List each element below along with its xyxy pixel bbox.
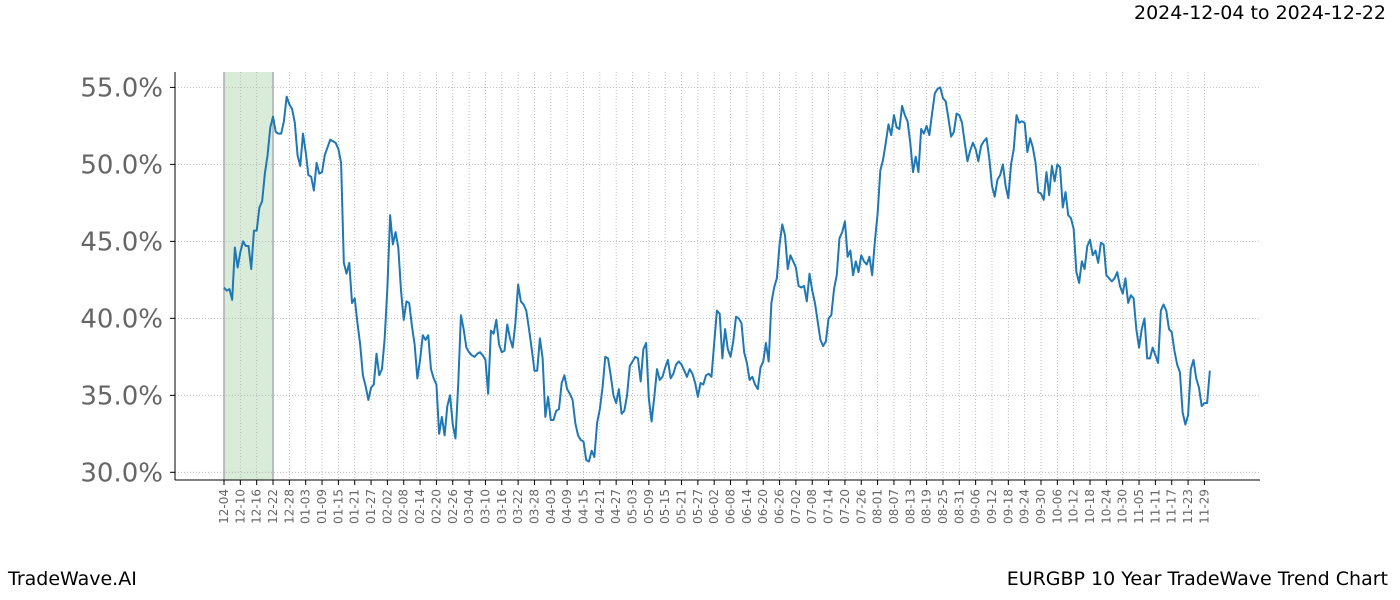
x-tick-label: 06-20 — [756, 489, 770, 524]
x-tick-label: 07-02 — [789, 489, 803, 524]
x-tick-label: 01-21 — [348, 489, 362, 524]
y-tick-label: 30.0% — [80, 458, 163, 488]
x-tick-label: 04-03 — [544, 489, 558, 524]
x-tick-label: 01-03 — [299, 489, 313, 524]
date-range: 2024-12-04 to 2024-12-22 — [1134, 2, 1386, 24]
y-tick-label: 55.0% — [80, 73, 163, 103]
x-tick-label: 10-12 — [1067, 489, 1081, 524]
x-tick-label: 06-26 — [773, 489, 787, 524]
x-tick-label: 05-27 — [691, 489, 705, 524]
x-tick-label: 02-08 — [397, 489, 411, 524]
x-tick-label: 02-02 — [380, 489, 394, 524]
chart-title: EURGBP 10 Year TradeWave Trend Chart — [1006, 568, 1388, 590]
x-tick-label: 08-01 — [871, 489, 885, 524]
x-tick-label: 12-28 — [282, 489, 296, 524]
highlight-band — [224, 72, 274, 480]
x-tick-label: 12-10 — [233, 489, 247, 524]
x-tick-label: 11-17 — [1165, 489, 1179, 524]
x-tick-label: 02-14 — [413, 489, 427, 524]
x-tick-label: 10-24 — [1099, 489, 1113, 524]
x-tick-label: 12-04 — [217, 489, 231, 524]
x-tick-label: 04-27 — [609, 489, 623, 524]
series-line — [223, 86, 1211, 463]
x-tick-label: 01-27 — [364, 489, 378, 524]
x-tick-label: 03-04 — [462, 489, 476, 524]
x-tick-label: 07-08 — [805, 489, 819, 524]
y-tick-label: 45.0% — [80, 227, 163, 257]
x-tick-label: 11-05 — [1132, 489, 1146, 524]
x-tick-label: 08-13 — [903, 489, 917, 524]
grid-layer — [175, 72, 1260, 480]
x-tick-label: 03-22 — [511, 489, 525, 524]
x-tick-label: 09-12 — [985, 489, 999, 524]
x-tick-label: 02-26 — [446, 489, 460, 524]
axes-layer — [174, 72, 1260, 481]
series-layer — [223, 86, 1211, 463]
x-tick-label: 10-06 — [1050, 489, 1064, 524]
x-tick-label: 06-02 — [707, 489, 721, 524]
x-tick-labels: 12-04 12-10 12-16 12-22 12-28 01-03 01-09 01-15… — [217, 480, 1211, 524]
x-tick-label: 11-23 — [1181, 489, 1195, 524]
x-tick-label: 04-09 — [560, 489, 574, 524]
x-tick-label: 08-25 — [936, 489, 950, 524]
x-tick-label: 04-15 — [576, 489, 590, 524]
x-tick-label: 05-15 — [658, 489, 672, 524]
x-tick-label: 07-20 — [838, 489, 852, 524]
brand-label: TradeWave.AI — [8, 568, 137, 590]
x-tick-label: 09-06 — [969, 489, 983, 524]
x-tick-label: 02-20 — [429, 489, 443, 524]
x-tick-label: 08-31 — [952, 489, 966, 524]
x-tick-label: 11-29 — [1197, 489, 1211, 524]
x-tick-label: 08-19 — [920, 489, 934, 524]
x-tick-label: 10-18 — [1083, 489, 1097, 524]
x-tick-label: 05-09 — [642, 489, 656, 524]
x-tick-label: 10-30 — [1116, 489, 1130, 524]
x-tick-label: 06-08 — [724, 489, 738, 524]
x-tick-label: 08-07 — [887, 489, 901, 524]
x-tick-label: 01-15 — [331, 489, 345, 524]
y-tick-label: 50.0% — [80, 150, 163, 180]
x-tick-label: 03-16 — [495, 489, 509, 524]
x-tick-label: 09-18 — [1001, 489, 1015, 524]
x-tick-label: 11-11 — [1148, 489, 1162, 524]
y-tick-label: 40.0% — [80, 304, 163, 334]
x-tick-label: 09-24 — [1018, 489, 1032, 524]
x-tick-label: 07-26 — [854, 489, 868, 524]
y-tick-label: 35.0% — [80, 381, 163, 411]
y-tick-labels: 30.0% 35.0% 40.0% 45.0% 50.0% 55.0% — [80, 73, 175, 488]
x-tick-label: 12-22 — [266, 489, 280, 524]
x-tick-label: 12-16 — [250, 489, 264, 524]
x-tick-label: 05-03 — [626, 489, 640, 524]
x-tick-label: 06-14 — [740, 489, 754, 524]
x-tick-label: 03-10 — [478, 489, 492, 524]
x-tick-label: 09-30 — [1034, 489, 1048, 524]
x-tick-label: 01-09 — [315, 489, 329, 524]
x-tick-label: 04-21 — [593, 489, 607, 524]
x-tick-label: 05-21 — [675, 489, 689, 524]
x-tick-label: 03-28 — [527, 489, 541, 524]
highlight-layer — [223, 72, 274, 480]
x-tick-label: 07-14 — [822, 489, 836, 524]
